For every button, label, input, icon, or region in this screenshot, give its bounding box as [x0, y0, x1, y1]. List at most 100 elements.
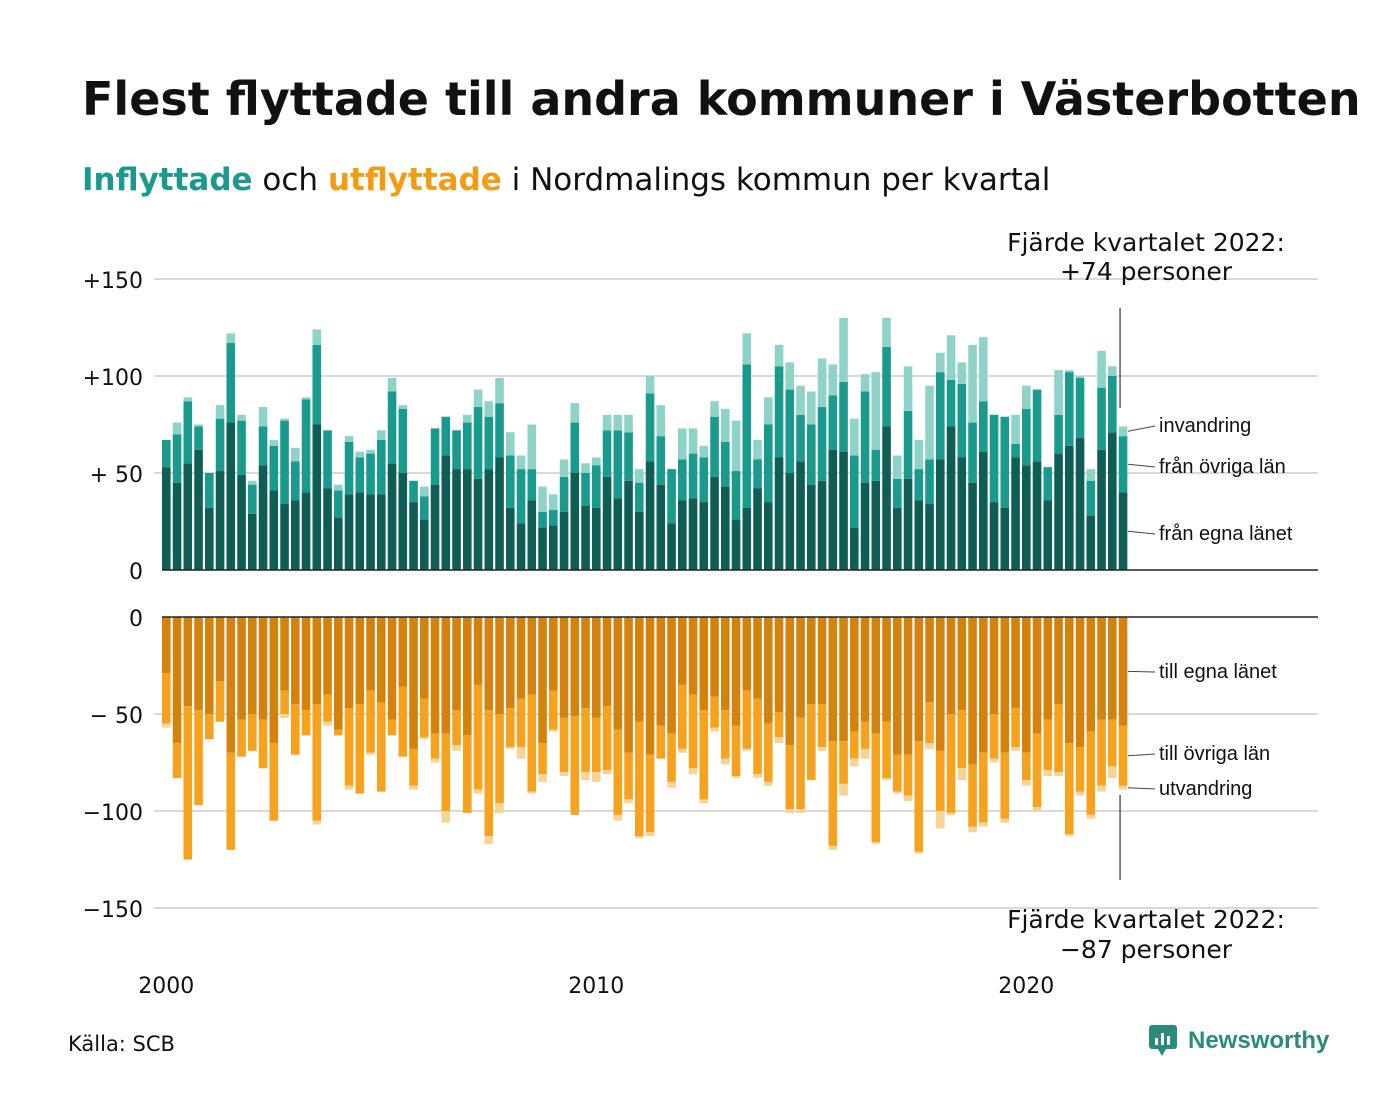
bar-out-emigration	[839, 783, 848, 796]
bar-out-own-county	[377, 617, 386, 703]
bar-in-other-counties	[1097, 387, 1106, 450]
bar-out-emigration	[903, 795, 913, 802]
bar-out-emigration	[602, 770, 612, 775]
bar-in-own-county	[860, 482, 870, 570]
bar-in-own-county	[914, 500, 924, 570]
bar-in-immigration	[516, 455, 526, 470]
bar-out-other-counties	[205, 714, 214, 740]
bar-out-own-county	[495, 617, 504, 714]
bar-out-other-counties	[301, 710, 311, 736]
bar-in-other-counties	[688, 453, 698, 499]
bar-out-emigration	[946, 812, 956, 815]
bar-in-other-counties	[645, 393, 655, 462]
bar-in-own-county	[280, 504, 289, 570]
bar-in-other-counties	[398, 408, 408, 473]
bar-out-other-counties	[570, 715, 580, 815]
bar-in-other-counties	[280, 420, 289, 505]
bar-in-other-counties	[484, 416, 494, 470]
bar-in-other-counties	[549, 509, 558, 526]
bar-in-other-counties	[463, 422, 472, 470]
bar-out-own-county	[559, 617, 569, 718]
annotation-bottom-line1: Fjärde kvartalet 2022:	[1007, 905, 1285, 934]
bar-out-own-county	[258, 617, 268, 720]
bar-out-other-counties	[463, 735, 472, 813]
bar-out-other-counties	[764, 723, 773, 782]
bar-in-immigration	[1108, 366, 1117, 376]
bar-in-immigration	[377, 430, 386, 441]
bar-out-own-county	[1097, 617, 1106, 720]
bar-out-emigration	[645, 832, 655, 837]
bar-out-emigration	[989, 758, 999, 763]
bar-in-immigration	[925, 385, 934, 460]
bar-in-own-county	[215, 471, 225, 570]
bar-out-emigration	[785, 809, 795, 813]
bar-in-other-counties	[269, 445, 279, 491]
newsworthy-logo-text: Newsworthy	[1188, 1027, 1330, 1054]
bar-out-own-county	[194, 617, 203, 711]
bar-in-immigration	[570, 403, 580, 423]
bar-in-own-county	[1054, 453, 1063, 570]
bar-out-other-counties	[237, 719, 246, 757]
bar-in-own-county	[721, 486, 730, 570]
bar-in-other-counties	[162, 440, 171, 468]
bar-in-own-county	[323, 488, 332, 570]
bar-out-emigration	[312, 820, 322, 825]
bar-out-other-counties	[516, 698, 526, 747]
bar-out-other-counties	[774, 712, 784, 738]
bar-in-own-county	[1108, 432, 1117, 570]
bar-in-immigration	[1065, 370, 1074, 373]
bar-out-emigration	[817, 746, 827, 751]
bar-out-emigration	[549, 729, 558, 732]
bar-out-own-county	[968, 617, 977, 765]
bar-out-emigration	[495, 803, 504, 813]
bar-out-emigration	[1011, 746, 1020, 751]
bar-in-immigration	[774, 344, 784, 367]
bar-out-other-counties	[172, 743, 182, 779]
bar-in-other-counties	[559, 476, 569, 512]
bar-in-immigration	[291, 447, 300, 462]
bar-in-other-counties	[409, 480, 418, 503]
bar-out-emigration	[860, 748, 870, 759]
bar-out-emigration	[430, 758, 440, 763]
bar-in-immigration	[484, 401, 494, 417]
subtitle-inflyttade: Inflyttade	[82, 162, 253, 198]
bar-in-immigration	[301, 397, 311, 400]
series-label-fran-egna-lanet: från egna länet	[1159, 523, 1293, 545]
bar-out-emigration	[688, 768, 698, 775]
bar-out-other-counties	[871, 733, 881, 843]
bar-in-own-county	[237, 474, 246, 570]
bar-out-emigration	[979, 822, 988, 827]
bar-out-own-county	[592, 617, 601, 718]
bar-in-other-counties	[387, 391, 397, 464]
bar-out-own-county	[914, 617, 924, 742]
bar-in-immigration	[248, 480, 257, 485]
bar-out-other-counties	[882, 721, 891, 779]
bar-out-emigration	[635, 836, 644, 839]
bar-out-other-counties	[807, 704, 816, 780]
bar-out-own-county	[764, 617, 773, 724]
bar-in-own-county	[850, 527, 859, 570]
bar-out-emigration	[742, 748, 752, 751]
bar-in-immigration	[710, 401, 719, 417]
bar-in-other-counties	[205, 473, 214, 508]
bar-out-own-county	[301, 617, 311, 711]
bar-in-own-county	[570, 473, 580, 570]
bar-out-emigration	[409, 785, 418, 790]
bar-out-own-county	[183, 617, 193, 707]
bar-in-own-county	[796, 461, 805, 570]
bar-out-own-county	[430, 617, 440, 734]
bar-out-other-counties	[258, 719, 268, 769]
bar-out-emigration	[1097, 785, 1106, 792]
bar-in-other-counties	[710, 416, 719, 477]
bar-in-immigration	[237, 414, 246, 421]
bar-in-own-county	[871, 480, 881, 570]
bar-in-own-county	[334, 517, 343, 570]
bar-in-own-county	[1065, 445, 1074, 570]
bar-out-emigration	[441, 811, 451, 823]
bar-out-own-county	[366, 617, 375, 691]
bar-out-own-county	[946, 617, 956, 714]
bar-in-own-county	[355, 492, 365, 570]
bar-out-own-county	[409, 617, 418, 749]
bar-out-emigration	[893, 791, 902, 794]
bar-out-own-county	[893, 617, 902, 755]
